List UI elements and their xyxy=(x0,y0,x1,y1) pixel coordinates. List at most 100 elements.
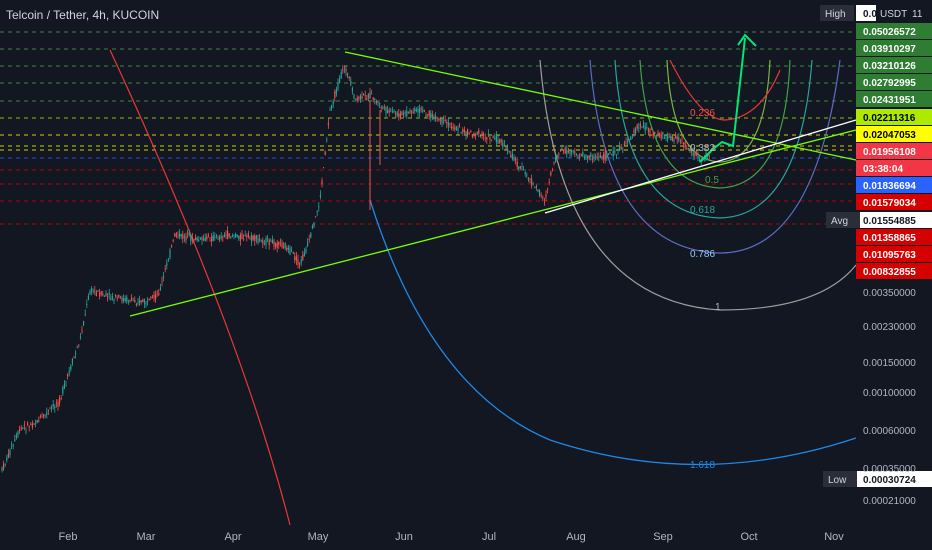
candle-body xyxy=(583,156,585,158)
candle-body xyxy=(409,110,411,113)
candle-body xyxy=(65,381,67,383)
candle-body xyxy=(686,148,688,150)
candle-body xyxy=(171,245,173,247)
candle-body xyxy=(231,235,233,237)
candle-body xyxy=(273,240,275,247)
candle-body xyxy=(105,293,107,297)
candle-body xyxy=(652,133,654,137)
candle-body xyxy=(369,92,371,99)
candle-body xyxy=(187,232,189,234)
candle-body xyxy=(110,298,112,301)
candle-body xyxy=(235,233,237,237)
candle-body xyxy=(603,154,605,160)
candle-body xyxy=(57,402,59,407)
candle-body xyxy=(316,211,318,213)
candle-body xyxy=(414,108,416,112)
candle-body xyxy=(465,131,467,136)
candle-body xyxy=(593,155,595,158)
candle-body xyxy=(67,374,69,377)
candle-body xyxy=(671,136,673,141)
candle-body xyxy=(124,298,126,301)
candle-body xyxy=(539,190,541,196)
y-tick-label: 0.00060000 xyxy=(863,426,916,437)
candle-body xyxy=(131,297,133,300)
candle-body xyxy=(334,91,336,98)
candle-body xyxy=(270,240,272,242)
candle-body xyxy=(508,151,510,153)
candle-body xyxy=(543,201,545,203)
candle-body xyxy=(297,259,299,265)
price-axis: 0.05026572 0.03910297 0.03210126 0.02792995… xyxy=(820,0,932,550)
high-tag-text: 0.0 xyxy=(863,9,877,20)
price-tag xyxy=(856,23,932,39)
candle-body xyxy=(148,299,150,300)
x-tick-label: Aug xyxy=(566,531,586,543)
candle-body xyxy=(49,408,51,410)
price-tag xyxy=(856,40,932,56)
candle-body xyxy=(225,235,227,236)
candle-body xyxy=(236,234,238,237)
fib-label: 0.5 xyxy=(705,175,719,186)
candle-body xyxy=(463,129,465,133)
candle-body xyxy=(198,239,200,241)
x-tick-label: May xyxy=(308,531,329,543)
x-tick-label: Jun xyxy=(395,531,413,543)
candle-body xyxy=(52,404,54,407)
candle-body xyxy=(564,147,566,153)
candle-body xyxy=(275,243,277,247)
candle-body xyxy=(689,149,691,152)
candle-body xyxy=(89,290,91,294)
candle-body xyxy=(695,153,697,156)
candle-body xyxy=(339,78,341,84)
candle-body xyxy=(411,111,413,113)
price-tag xyxy=(856,471,932,487)
candle-body xyxy=(318,206,320,208)
price-tag xyxy=(856,57,932,73)
candle-body xyxy=(353,94,355,99)
candle-body xyxy=(359,95,361,100)
candle-body xyxy=(492,136,494,138)
candle-body xyxy=(515,158,517,161)
candle-body xyxy=(444,120,446,121)
candle-body xyxy=(107,296,109,298)
price-tag xyxy=(856,212,932,228)
candle-body xyxy=(438,119,440,120)
candle-body xyxy=(447,122,449,127)
candle-body xyxy=(391,111,393,113)
candle-body xyxy=(390,109,392,111)
x-tick-label: Nov xyxy=(824,531,844,543)
candle-body xyxy=(311,226,313,229)
candle-body xyxy=(303,252,305,256)
candle-body xyxy=(582,152,584,156)
candle-body xyxy=(153,294,155,299)
candle-body xyxy=(79,336,81,338)
side-label-box xyxy=(826,212,860,228)
candle-body xyxy=(699,159,701,162)
candle-body xyxy=(150,297,152,298)
x-tick-label: Oct xyxy=(740,531,757,543)
candle-body xyxy=(623,143,625,146)
candle-body xyxy=(331,105,333,109)
candle-body xyxy=(462,129,464,132)
candle-body xyxy=(563,149,565,151)
candle-body xyxy=(222,237,224,238)
candle-body xyxy=(486,137,488,140)
candle-body xyxy=(630,136,632,141)
price-tag xyxy=(856,177,932,193)
candle-body xyxy=(454,127,456,130)
candle-body xyxy=(59,397,61,404)
side-label: Avg xyxy=(831,216,848,227)
price-tag-text: 0.01579034 xyxy=(863,198,916,209)
candle-body xyxy=(457,128,459,131)
candle-body xyxy=(166,263,168,266)
candle-body xyxy=(78,344,80,346)
candle-body xyxy=(7,453,9,458)
candle-body xyxy=(646,127,648,128)
candle-body xyxy=(587,156,589,158)
candle-body xyxy=(407,112,409,113)
candle-body xyxy=(281,243,283,248)
price-tag xyxy=(856,160,932,176)
candle-body xyxy=(219,236,221,240)
candle-body xyxy=(380,107,382,108)
